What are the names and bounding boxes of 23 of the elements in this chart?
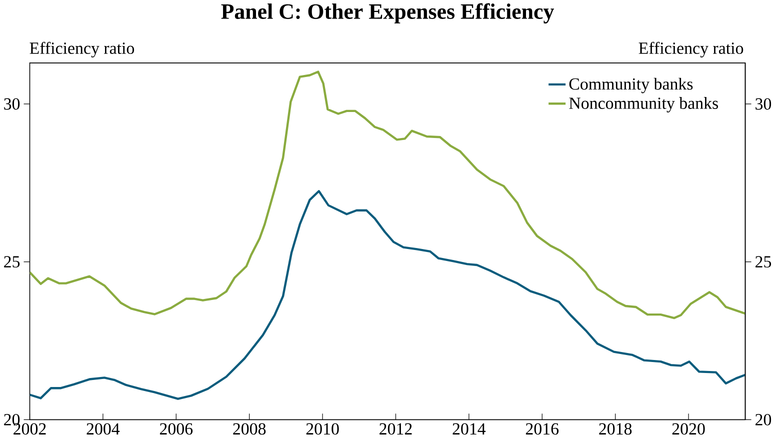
x-tick-label: 2016 bbox=[526, 423, 559, 435]
y2-tick-label: 30 bbox=[756, 98, 772, 110]
y-axis-title: Efficiency ratio bbox=[30, 42, 134, 58]
chart-title: Panel C: Other Expenses Efficiency bbox=[221, 3, 554, 24]
x-tick-label: 2006 bbox=[160, 423, 193, 435]
x-tick-label: 2002 bbox=[14, 423, 46, 435]
legend-label: Noncommunity banks bbox=[569, 97, 718, 112]
x-tick-label: 2020 bbox=[672, 423, 705, 435]
y-tick-label: 20 bbox=[4, 414, 20, 426]
legend-label: Community banks bbox=[569, 78, 693, 94]
x-tick-label: 2004 bbox=[86, 423, 120, 435]
x-tick-label: 2018 bbox=[599, 423, 632, 435]
y2-tick-label: 25 bbox=[756, 256, 772, 268]
y2-axis-title: Efficiency ratio bbox=[638, 42, 744, 58]
line-series bbox=[30, 70, 746, 320]
y-tick-label: 30 bbox=[4, 98, 20, 110]
x-tick-label: 2014 bbox=[452, 423, 486, 435]
x-tick-label: 2010 bbox=[306, 423, 339, 435]
x-tick-label: 2008 bbox=[233, 423, 266, 435]
x-tick-label: 2012 bbox=[380, 423, 412, 435]
line-series bbox=[30, 190, 746, 400]
y2-tick-label: 20 bbox=[756, 414, 772, 426]
y-tick-label: 25 bbox=[4, 256, 20, 268]
